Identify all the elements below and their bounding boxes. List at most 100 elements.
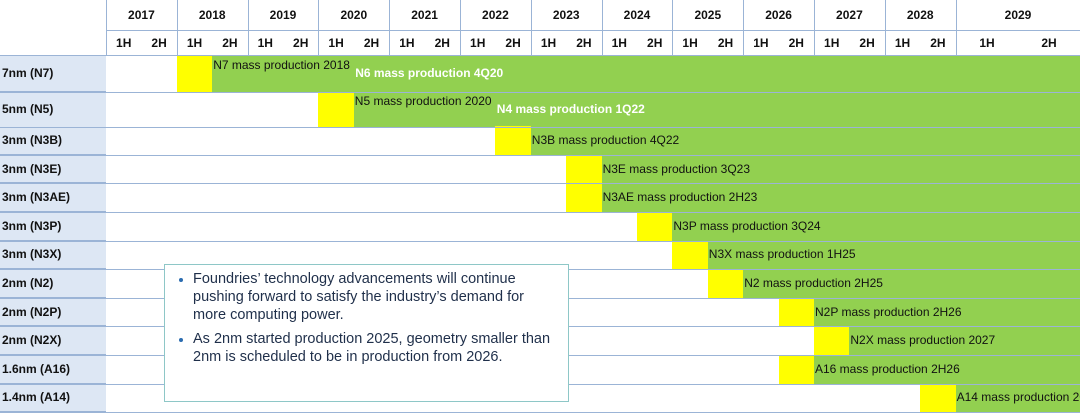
- year-header-2020: 2020: [318, 0, 390, 30]
- availability-bar: [778, 297, 1080, 327]
- header-bottom: [0, 55, 1080, 56]
- row-label: 2nm (N2): [0, 269, 106, 298]
- row-label: 3nm (N3X): [0, 240, 106, 270]
- production-start-marker: [707, 269, 744, 298]
- row-separator: [0, 183, 1080, 185]
- production-start-marker: [778, 297, 814, 327]
- row-separator: [0, 212, 1080, 213]
- year-divider: [956, 0, 957, 56]
- row-separator: [0, 154, 1080, 156]
- half-header-2021-1H: 1H: [389, 30, 425, 56]
- production-label: N7 mass production 2018: [213, 58, 350, 72]
- production-start-marker: [920, 383, 956, 413]
- production-start-marker: [814, 326, 850, 355]
- half-header-2017-1H: 1H: [106, 30, 142, 56]
- half-header-2028-1H: 1H: [884, 30, 921, 56]
- production-label: N3P mass production 3Q24: [673, 218, 821, 233]
- half-header-2028-2H: 2H: [920, 30, 956, 56]
- availability-bar: [566, 183, 1080, 212]
- row-separator: [0, 240, 1080, 242]
- followon-label: N6 mass production 4Q20: [355, 66, 504, 81]
- year-header-2018: 2018: [176, 0, 248, 30]
- availability-bar: [566, 154, 1080, 184]
- availability-bar: [176, 56, 1080, 92]
- year-divider: [389, 0, 391, 56]
- year-divider: [601, 0, 603, 56]
- row-label: 1.6nm (A16): [0, 355, 106, 384]
- year-divider: [814, 0, 815, 56]
- row-separator: [0, 127, 1080, 129]
- row-separator: [0, 91, 1080, 93]
- year-header-2019: 2019: [247, 0, 319, 30]
- production-start-marker: [672, 240, 708, 270]
- production-start-marker: [637, 212, 673, 241]
- production-label: N3X mass production 1H25: [708, 247, 856, 262]
- production-label: A14 mass production 2028: [956, 390, 1080, 405]
- production-label: N3E mass production 3Q23: [602, 161, 751, 176]
- half-header-2029-2H: 2H: [1018, 30, 1080, 56]
- production-label: N2X mass production 2027: [850, 333, 996, 348]
- row-label: 2nm (N2X): [0, 326, 106, 355]
- half-header-2027-2H: 2H: [849, 30, 885, 56]
- production-start-marker: [495, 126, 531, 155]
- production-start-marker: [566, 183, 602, 212]
- year-divider: [318, 0, 320, 56]
- production-start-marker: [778, 355, 814, 384]
- year-header-2022: 2022: [460, 0, 531, 30]
- year-header-2025: 2025: [672, 0, 744, 30]
- half-header-2022-1H: 1H: [460, 30, 496, 56]
- half-header-2026-2H: 2H: [778, 30, 814, 56]
- year-divider: [672, 0, 674, 56]
- half-header-2024-2H: 2H: [637, 30, 673, 56]
- year-header-2021: 2021: [389, 0, 460, 30]
- production-label: N5 mass production 2020: [354, 93, 492, 108]
- year-divider: [106, 0, 107, 56]
- half-header-2020-1H: 1H: [318, 30, 354, 56]
- half-header-2019-2H: 2H: [283, 30, 319, 56]
- half-header-2024-1H: 1H: [601, 30, 637, 56]
- half-header-2027-1H: 1H: [814, 30, 850, 56]
- year-divider: [460, 0, 461, 56]
- year-divider: [884, 0, 886, 56]
- production-label: N3B mass production 4Q22: [531, 133, 680, 147]
- half-header-2025-2H: 2H: [707, 30, 744, 56]
- half-header-2018-1H: 1H: [176, 30, 213, 56]
- row-label: 1.4nm (A14): [0, 383, 106, 413]
- production-label: N2 mass production 2H25: [744, 276, 883, 290]
- annotation-box: Foundries’ technology advancements will …: [164, 264, 569, 402]
- half-header-2029-1H: 1H: [956, 30, 1018, 56]
- availability-bar: [637, 212, 1080, 241]
- year-divider: [530, 0, 532, 56]
- note-bullet-2: As 2nm started production 2025, geometry…: [193, 330, 560, 366]
- availability-bar: [495, 126, 1080, 155]
- production-label: N2P mass production 2H26: [815, 304, 962, 319]
- row-label: 7nm (N7): [0, 56, 106, 92]
- year-header-2029: 2029: [956, 0, 1080, 30]
- production-start-marker: [176, 56, 213, 92]
- year-header-2023: 2023: [530, 0, 602, 30]
- availability-bar: [814, 326, 1080, 355]
- row-label: 3nm (N3P): [0, 212, 106, 241]
- year-header-2024: 2024: [601, 0, 673, 30]
- year-header-2026: 2026: [743, 0, 814, 30]
- availability-bar: [778, 355, 1080, 384]
- year-divider: [743, 0, 745, 56]
- row-label: 2nm (N2P): [0, 297, 106, 327]
- row-label: 3nm (N3E): [0, 154, 106, 184]
- half-header-2026-1H: 1H: [743, 30, 779, 56]
- half-header-2023-2H: 2H: [566, 30, 602, 56]
- half-header-2017-2H: 2H: [141, 30, 177, 56]
- availability-bar: [672, 240, 1080, 270]
- half-header-2020-2H: 2H: [353, 30, 390, 56]
- half-header-2021-2H: 2H: [424, 30, 460, 56]
- year-header-2028: 2028: [884, 0, 956, 30]
- note-bullet-1: Foundries’ technology advancements will …: [193, 270, 560, 324]
- followon-label: N4 mass production 1Q22: [496, 101, 645, 116]
- half-header-2025-1H: 1H: [672, 30, 708, 56]
- year-divider: [247, 0, 249, 56]
- production-label: N3AE mass production 2H23: [602, 190, 758, 205]
- year-header-2027: 2027: [814, 0, 885, 30]
- half-header-2019-1H: 1H: [247, 30, 283, 56]
